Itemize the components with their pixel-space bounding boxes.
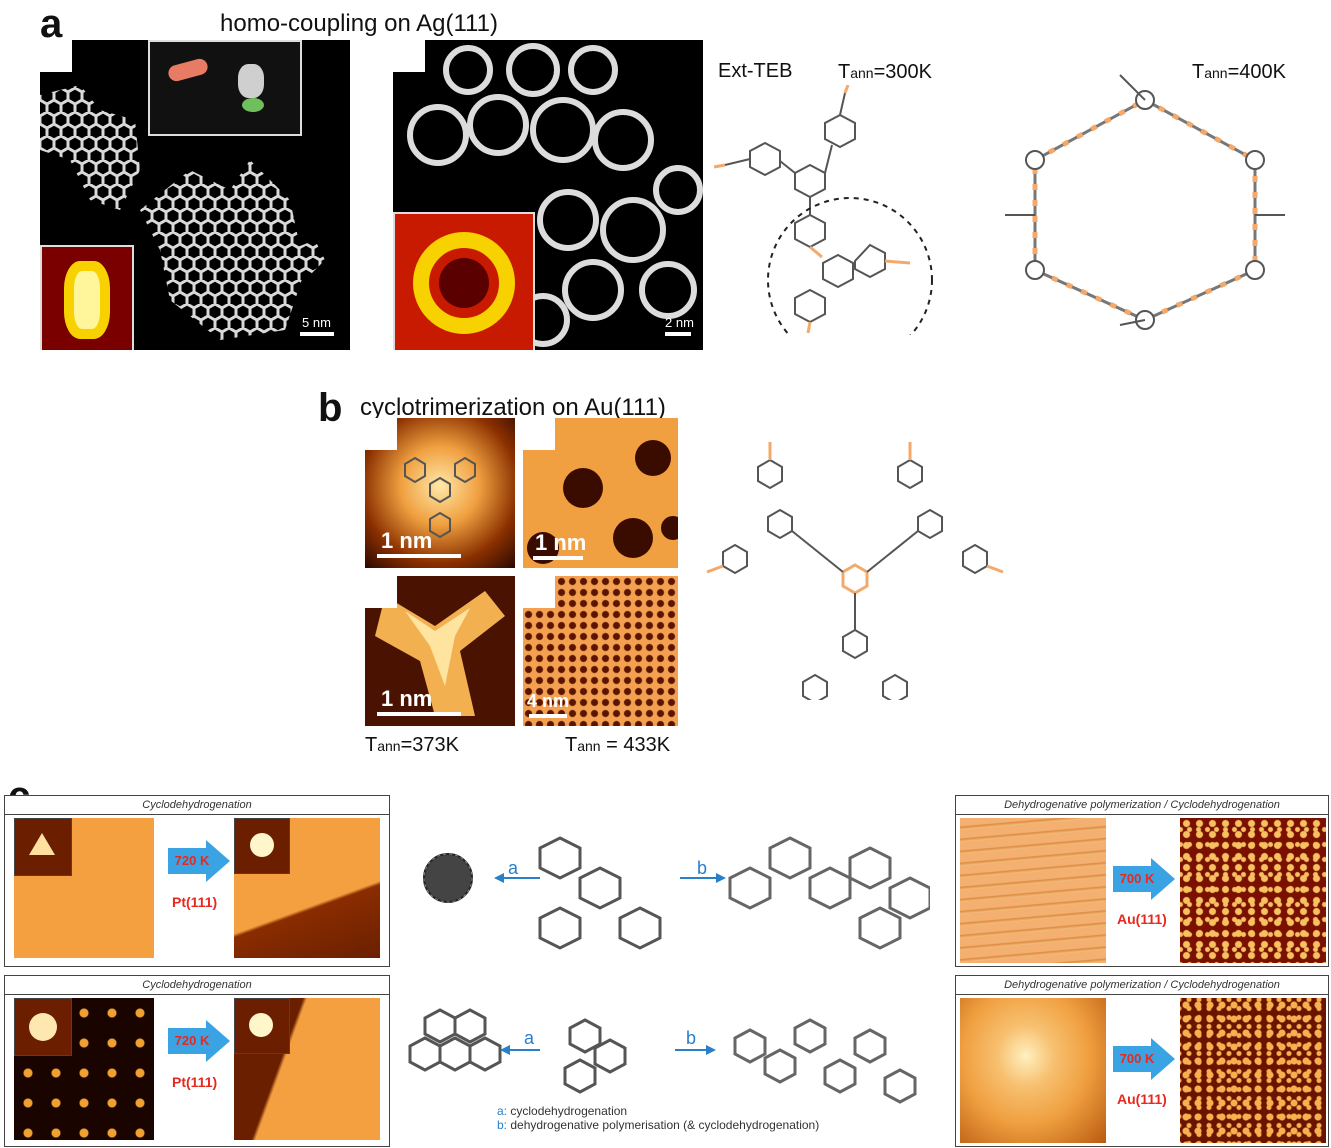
stm-pt-after-2 — [234, 998, 380, 1140]
scale-label-right: 2 nm — [665, 315, 694, 330]
scale-bar-b2 — [533, 556, 583, 560]
panel-b-letter: b — [318, 386, 343, 430]
panel-b-title: cyclotrimerization on Au(111) — [360, 394, 666, 421]
inset-box-macrocycle — [393, 212, 535, 350]
scale-label-left: 5 nm — [302, 315, 331, 330]
scale-bar-left — [300, 332, 334, 336]
tann-400k-label: Tann=400K — [1192, 61, 1286, 83]
corner-mask — [523, 418, 555, 450]
surface-label-right-top: Au(111) — [1117, 911, 1167, 927]
tann-300k-label: Tann=300K — [838, 61, 932, 83]
ext-teb-structure — [713, 85, 933, 335]
corner-mask — [393, 40, 425, 72]
scale-bar-b3 — [377, 712, 461, 716]
scale-bar-b1 — [377, 554, 461, 558]
stm-pt-before-2 — [14, 998, 154, 1140]
temp-label-left-top: 720 K — [174, 853, 210, 868]
stm-image-ag-400k: 2 nm — [393, 40, 703, 350]
scale-label-b3: 1 nm — [381, 686, 433, 711]
tann-373k-label: Tann=373K — [365, 734, 459, 756]
route-a-label-bottom: a — [524, 1028, 535, 1048]
stm-pt-before-1 — [14, 818, 154, 958]
corner-mask — [365, 418, 397, 450]
temp-label-left-bottom: 720 K — [174, 1033, 210, 1048]
macrocycle-structure — [1005, 74, 1285, 330]
panel-a-letter: a — [40, 2, 63, 46]
stm-image-au-network: 1 nm — [523, 418, 678, 568]
scale-bar-right — [665, 332, 691, 336]
frame-header: Cyclodehydrogenation — [5, 976, 389, 995]
stm-image-au-lattice: 4 nm — [523, 576, 678, 726]
scale-label-b4: 4 nm — [527, 691, 570, 711]
scale-bar-b4 — [529, 714, 567, 718]
frame-header: Cyclodehydrogenation — [5, 796, 389, 815]
legend: a: cyclodehydrogenation b: dehydrogenati… — [497, 1104, 820, 1133]
legend-line-a: a: cyclodehydrogenation — [497, 1104, 628, 1118]
monomer-overlay — [404, 456, 476, 539]
frame-header: Dehydrogenative polymerization / Cyclode… — [956, 976, 1328, 995]
corner-mask — [40, 40, 72, 72]
stm-au-after-1 — [1180, 818, 1326, 963]
stm-au-before-1 — [960, 818, 1106, 963]
stm-image-au-monomer: 1 nm — [365, 418, 515, 568]
scale-label-b1: 1 nm — [381, 528, 433, 553]
temp-label-right-bottom: 700 K — [1119, 1051, 1155, 1066]
surface-label-left-bottom: Pt(111) — [172, 1074, 218, 1090]
stm-au-after-2 — [1180, 998, 1326, 1143]
route-b-label-bottom: b — [686, 1028, 697, 1048]
arrow-right-icon — [168, 1020, 230, 1067]
corner-mask — [523, 576, 555, 608]
stm-image-ag-300k: 5 nm — [40, 40, 350, 350]
arrow-right-icon — [1113, 858, 1175, 905]
tann-433k-label: Tann = 433K — [565, 734, 671, 756]
scheme-bottom — [408, 1008, 917, 1104]
scale-label-b2: 1 nm — [535, 530, 587, 555]
porous-network-graphic — [407, 43, 703, 347]
temp-label-right-top: 700 K — [1119, 871, 1155, 886]
arrow-right-icon — [168, 840, 230, 887]
inset-box-dimer — [40, 245, 134, 350]
stm-image-au-trimer: 1 nm — [365, 576, 515, 726]
surface-label-left-top: Pt(111) — [172, 894, 218, 910]
route-b-label-top: b — [697, 858, 708, 878]
trimer-shape — [375, 591, 505, 716]
inset-box-molecules — [148, 40, 302, 136]
molecule-label-ext-teb: Ext-TEB — [718, 60, 793, 82]
frame-header: Dehydrogenative polymerization / Cyclode… — [956, 796, 1328, 815]
stm-pt-after-1 — [234, 818, 380, 958]
stm-au-before-2 — [960, 998, 1106, 1143]
legend-line-b: b: dehydrogenative polymerisation (& cyc… — [497, 1117, 820, 1132]
panel-a-title: homo-coupling on Ag(111) — [220, 10, 498, 37]
cyclotrimer-structure — [706, 442, 1004, 700]
arrow-right-icon — [1113, 1038, 1175, 1085]
corner-mask — [365, 576, 397, 608]
surface-label-right-bottom: Au(111) — [1117, 1091, 1167, 1107]
honeycomb-island-graphic — [40, 85, 325, 340]
route-a-label-top: a — [508, 858, 519, 878]
scheme-top — [423, 836, 930, 950]
